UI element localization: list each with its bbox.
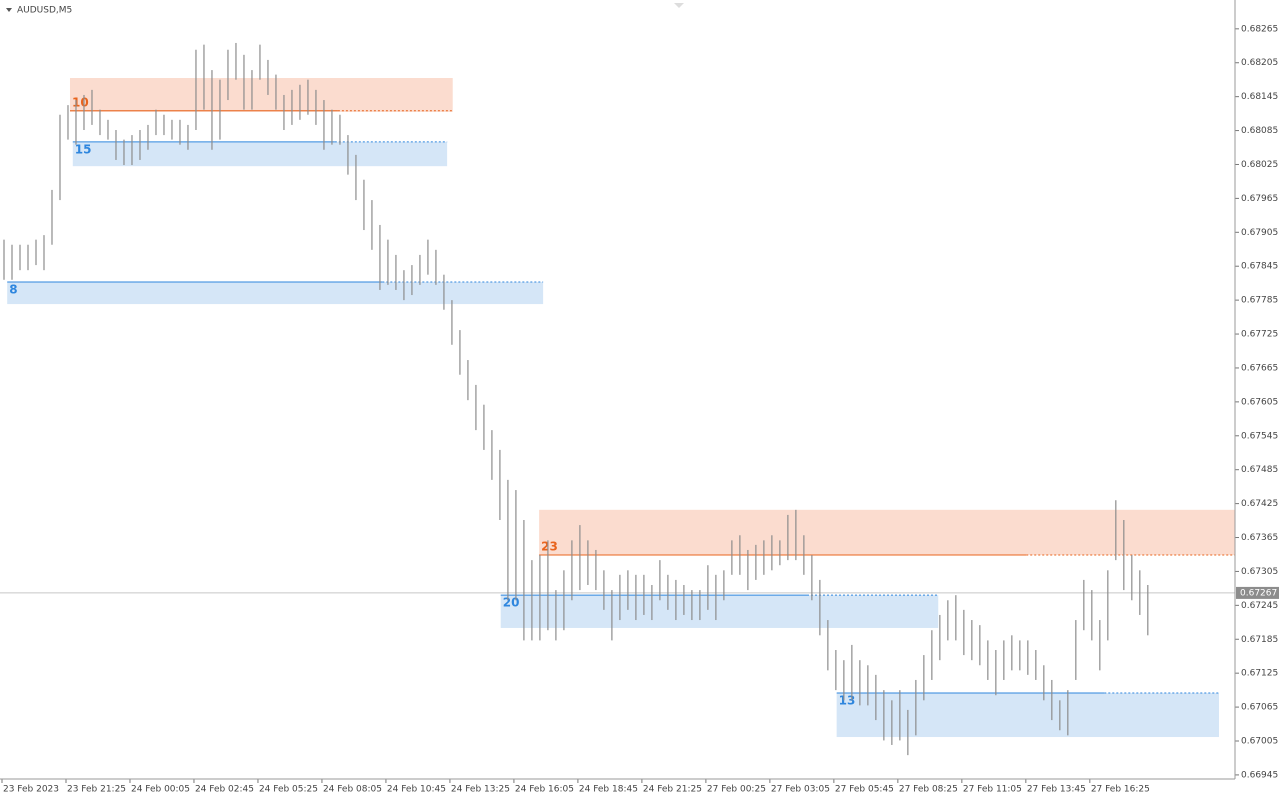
- zone-label: 23: [541, 540, 558, 554]
- zones: 10 15 8 23 20 13: [0, 78, 1235, 738]
- y-tick-label: 0.68085: [1241, 126, 1278, 136]
- y-tick-label: 0.68265: [1241, 24, 1278, 34]
- y-tick-label: 0.67785: [1241, 296, 1278, 306]
- y-tick-label: 0.67665: [1241, 363, 1278, 373]
- y-tick-label: 0.67305: [1241, 567, 1278, 577]
- y-tick-label: 0.67545: [1241, 431, 1278, 441]
- zone-label: 20: [503, 596, 520, 610]
- zone: [72, 141, 448, 167]
- y-tick-label: 0.67005: [1241, 737, 1278, 747]
- y-tick-label: 0.67125: [1241, 669, 1278, 679]
- x-tick-label: 24 Feb 18:45: [579, 785, 638, 795]
- x-tick-label: 24 Feb 10:45: [387, 785, 446, 795]
- zone: [500, 595, 939, 628]
- zone-label: 10: [72, 95, 89, 109]
- zone-label: 15: [75, 142, 92, 156]
- zone: [7, 282, 544, 305]
- y-tick-label: 0.67965: [1241, 194, 1278, 204]
- last-price-box: [1236, 586, 1279, 599]
- x-tick-label: 27 Feb 16:25: [1091, 785, 1150, 795]
- x-tick-label: 24 Feb 16:05: [515, 785, 574, 795]
- x-tick-label: 24 Feb 13:25: [451, 785, 510, 795]
- zone: [69, 78, 453, 112]
- x-tick-label: 24 Feb 08:05: [323, 785, 382, 795]
- title-arrow: [6, 8, 12, 12]
- zone: [836, 692, 1220, 738]
- y-tick-label: 0.67605: [1241, 397, 1278, 407]
- x-tick-label: 23 Feb 2023: [3, 785, 59, 795]
- y-tick-label: 0.67905: [1241, 228, 1278, 238]
- x-tick-label: 24 Feb 21:25: [643, 785, 702, 795]
- x-tick-label: 24 Feb 05:25: [259, 785, 318, 795]
- y-tick-label: 0.66945: [1241, 770, 1278, 780]
- zone-label: 8: [9, 283, 17, 297]
- y-tick-label: 0.67845: [1241, 262, 1278, 272]
- y-tick-label: 0.68145: [1241, 92, 1278, 102]
- axes: 0.68265 0.68205 0.68145 0.68085 0.68025 0.679…: [1, 24, 1279, 795]
- zone: [539, 509, 1235, 556]
- zone-label: 13: [839, 693, 856, 707]
- y-tick-label: 0.68205: [1241, 58, 1278, 68]
- x-tick-label: 27 Feb 11:05: [963, 785, 1022, 795]
- y-tick-label: 0.67725: [1241, 330, 1278, 340]
- y-tick-label: 0.67485: [1241, 465, 1278, 475]
- bars: [3, 42, 1149, 756]
- x-tick-label: 24 Feb 00:05: [131, 785, 190, 795]
- x-tick-label: 23 Feb 21:25: [67, 785, 126, 795]
- last-price-label: 0.67267: [1240, 588, 1277, 598]
- x-tick-label: 27 Feb 08:25: [899, 785, 958, 795]
- x-tick-label: 24 Feb 02:45: [195, 785, 254, 795]
- y-tick-label: 0.68025: [1241, 160, 1278, 170]
- x-tick-label: 27 Feb 13:45: [1027, 785, 1086, 795]
- y-tick-label: 0.67245: [1241, 601, 1278, 611]
- y-tick-label: 0.67365: [1241, 533, 1278, 543]
- scroll-marker: [674, 3, 684, 8]
- y-tick-label: 0.67425: [1241, 499, 1278, 509]
- x-tick-label: 27 Feb 03:05: [771, 785, 830, 795]
- chart-title: AUDUSD,M5: [17, 6, 72, 16]
- x-tick-label: 27 Feb 00:25: [707, 785, 766, 795]
- y-tick-label: 0.67185: [1241, 635, 1278, 645]
- x-tick-label: 27 Feb 05:45: [835, 785, 894, 795]
- y-tick-label: 0.67065: [1241, 703, 1278, 713]
